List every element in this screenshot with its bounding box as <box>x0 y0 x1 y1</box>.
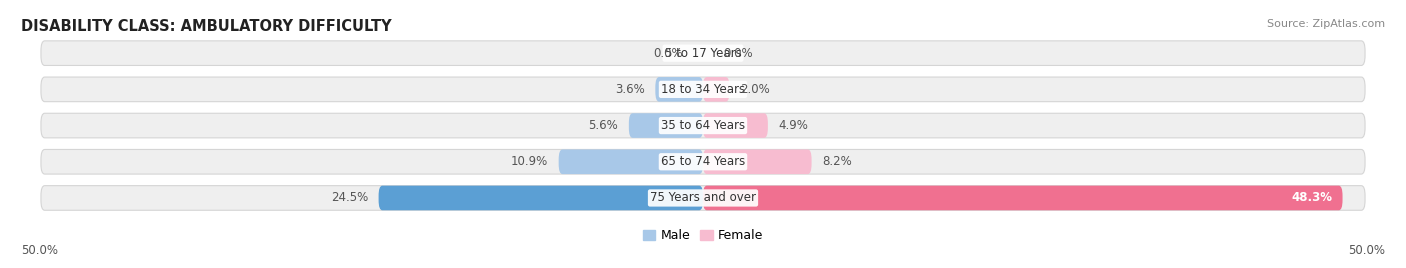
Text: 4.9%: 4.9% <box>779 119 808 132</box>
Text: 0.0%: 0.0% <box>654 47 683 60</box>
Text: 48.3%: 48.3% <box>1291 191 1331 204</box>
Text: DISABILITY CLASS: AMBULATORY DIFFICULTY: DISABILITY CLASS: AMBULATORY DIFFICULTY <box>21 19 392 34</box>
FancyBboxPatch shape <box>628 113 703 138</box>
FancyBboxPatch shape <box>378 186 703 210</box>
FancyBboxPatch shape <box>41 186 1365 210</box>
FancyBboxPatch shape <box>41 150 1365 174</box>
Text: 35 to 64 Years: 35 to 64 Years <box>661 119 745 132</box>
FancyBboxPatch shape <box>558 150 703 174</box>
Text: 5 to 17 Years: 5 to 17 Years <box>665 47 741 60</box>
Text: 50.0%: 50.0% <box>21 244 58 257</box>
FancyBboxPatch shape <box>703 150 811 174</box>
Text: 75 Years and over: 75 Years and over <box>650 191 756 204</box>
FancyBboxPatch shape <box>703 77 730 102</box>
Legend: Male, Female: Male, Female <box>643 229 763 242</box>
Text: 50.0%: 50.0% <box>1348 244 1385 257</box>
FancyBboxPatch shape <box>41 113 1365 138</box>
Text: 10.9%: 10.9% <box>510 155 548 168</box>
Text: 18 to 34 Years: 18 to 34 Years <box>661 83 745 96</box>
Text: 65 to 74 Years: 65 to 74 Years <box>661 155 745 168</box>
Text: Source: ZipAtlas.com: Source: ZipAtlas.com <box>1267 19 1385 29</box>
Text: 8.2%: 8.2% <box>823 155 852 168</box>
FancyBboxPatch shape <box>703 186 1343 210</box>
FancyBboxPatch shape <box>41 77 1365 102</box>
Text: 0.0%: 0.0% <box>723 47 752 60</box>
FancyBboxPatch shape <box>655 77 703 102</box>
Text: 2.0%: 2.0% <box>740 83 770 96</box>
Text: 3.6%: 3.6% <box>614 83 645 96</box>
Text: 24.5%: 24.5% <box>330 191 368 204</box>
Text: 5.6%: 5.6% <box>589 119 619 132</box>
FancyBboxPatch shape <box>41 41 1365 65</box>
FancyBboxPatch shape <box>703 113 768 138</box>
